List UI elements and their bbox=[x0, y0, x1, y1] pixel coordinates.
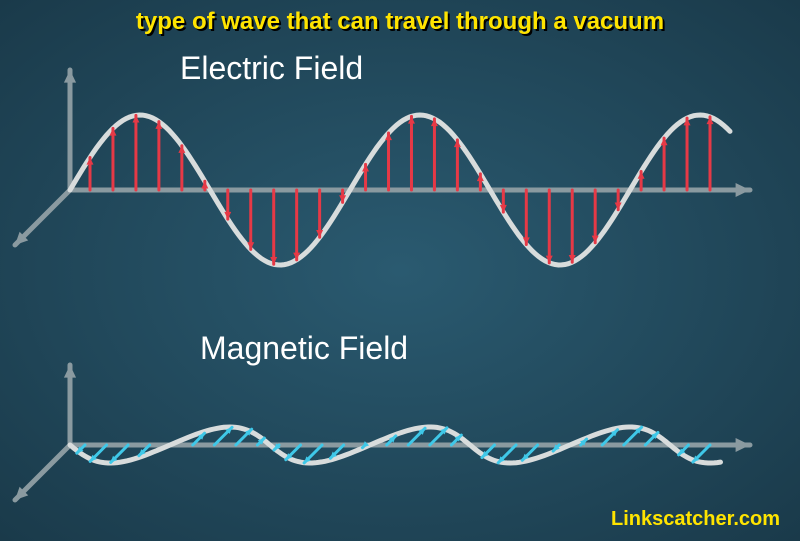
watermark: Linkscatcher.com bbox=[611, 508, 780, 531]
electric-field-label: Electric Field bbox=[180, 50, 363, 87]
magnetic-field-label: Magnetic Field bbox=[200, 330, 408, 367]
electric-field-diagram bbox=[0, 0, 800, 320]
